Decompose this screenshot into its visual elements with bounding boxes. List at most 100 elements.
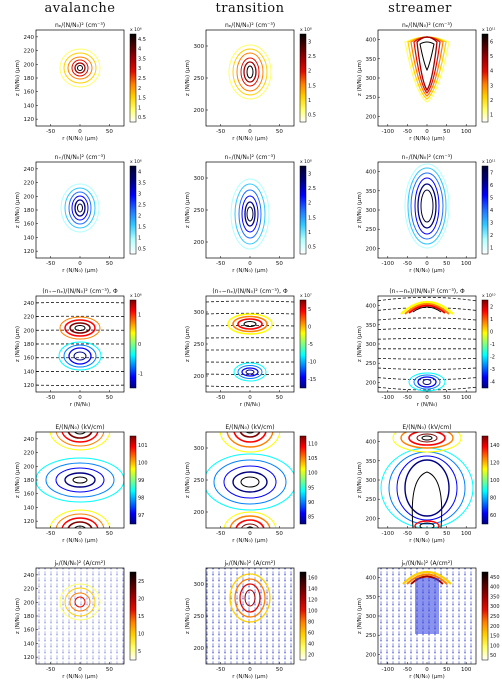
- x-tick-label: 100: [461, 261, 472, 267]
- avalanche-rho-pos-contour-2: [69, 322, 91, 334]
- y-tick-label: 160: [24, 492, 35, 498]
- colorbar-tick-label: 3: [308, 171, 311, 177]
- colorbar-tick-label: 0: [308, 324, 311, 330]
- y-tick-label: 200: [194, 510, 205, 516]
- transition-rho-pos-contour-0: [227, 313, 273, 335]
- streamer-je-contour-2: [410, 575, 444, 585]
- transition-np-contour-5: [246, 206, 254, 222]
- streamer-E-top-contour-3: [416, 433, 438, 443]
- y-axis-label: z (N/N₀) (μm): [185, 192, 191, 228]
- y-tick-label: 250: [194, 342, 205, 348]
- colorbar-tick-label: 1: [138, 236, 141, 242]
- x-tick-label: 0: [248, 129, 252, 135]
- colorbar-exponent: x 10⁶: [130, 293, 142, 299]
- streamer-np-contour-2: [410, 172, 444, 240]
- avalanche-E-mid-contour-2: [55, 467, 105, 493]
- panel-title: n₊/(N/N₀)² (cm⁻³): [225, 154, 276, 161]
- colorbar-tick-label: -15: [308, 377, 316, 383]
- streamer-E-top-contour-0: [392, 432, 462, 453]
- plot-contours: [60, 183, 100, 233]
- streamer-je-channel-current: [415, 578, 439, 634]
- colorbar-tick-label: -10: [308, 360, 316, 366]
- avalanche-np-contour-4: [74, 199, 86, 217]
- colorbar-tick-label: 60: [308, 631, 314, 637]
- colorbar-tick-label: -2: [490, 355, 495, 361]
- colorbar-tick-label: 40: [308, 642, 314, 648]
- colorbar: [481, 299, 489, 389]
- colorbar-tick-label: 200: [490, 624, 500, 630]
- transition-E-bot-contour-0: [223, 511, 277, 528]
- colorbar-tick-label: 80: [490, 496, 496, 502]
- x-tick-label: -100: [382, 395, 395, 401]
- y-tick-label: 400: [366, 170, 377, 176]
- y-tick-label: 140: [24, 369, 35, 375]
- plot-area: [378, 296, 476, 392]
- colorbar-tick-label: 1.5: [308, 215, 316, 221]
- x-axis-label: r (N/N₀) (μm): [62, 538, 97, 544]
- colorbar-tick-label: 6: [490, 183, 493, 189]
- transition-E-top-contour-0: [219, 432, 281, 453]
- y-tick-label: 200: [24, 600, 35, 606]
- y-tick-label: 200: [194, 108, 205, 114]
- colorbar-tick-label: 0.5: [308, 245, 316, 251]
- y-tick-label: 200: [366, 652, 377, 658]
- x-tick-label: -50: [403, 261, 412, 267]
- x-tick-label: -50: [403, 667, 412, 673]
- avalanche-ne-contour-2: [67, 56, 93, 80]
- colorbar-tick-label: 4: [490, 208, 493, 214]
- streamer-E-bot-contour-1: [419, 522, 435, 528]
- streamer-np-contour-1: [407, 167, 447, 245]
- y-tick-label: 140: [24, 505, 35, 511]
- y-tick-label: 220: [24, 587, 35, 593]
- transition-E-bot-contour-2: [235, 519, 265, 528]
- transition-E-top-contour-3: [239, 432, 261, 438]
- y-tick-label: 200: [194, 240, 205, 246]
- y-tick-label: 250: [194, 478, 205, 484]
- avalanche-E-mid-contour-1: [45, 462, 115, 498]
- avalanche-rho-neg-contour-2: [68, 347, 92, 365]
- colorbar-tick-label: -4: [490, 380, 495, 386]
- y-tick-label: 300: [366, 342, 377, 348]
- y-tick-label: 140: [24, 641, 35, 647]
- column-title-avalanche: avalanche: [45, 1, 116, 16]
- colorbar-tick-label: 0.5: [138, 247, 146, 253]
- y-tick-label: 200: [366, 246, 377, 252]
- x-axis-label: r (N/N₀) (μm): [62, 136, 97, 142]
- x-tick-label: -50: [403, 129, 412, 135]
- y-tick-label: 300: [194, 44, 205, 50]
- colorbar-tick-label: 4: [138, 170, 141, 176]
- colorbar-tick-label: -5: [308, 342, 313, 348]
- panel-title: jₑ/(N/N₀)² (A/cm²): [401, 560, 453, 567]
- avalanche-ne-contour-5: [77, 65, 83, 71]
- x-axis-label: r (N/N₀): [417, 402, 438, 408]
- x-tick-label: 50: [443, 667, 450, 673]
- colorbar: [299, 571, 307, 661]
- panel-avalanche-je: jₑ/(N/N₀)² (A/cm²) -50 0 50 r (N/N₀) (μm) 240…: [15, 560, 144, 680]
- colorbar-tick-label: 20: [308, 653, 314, 659]
- x-axis-label: r (N/N₀) (μm): [409, 674, 444, 680]
- transition-ne-contour-0: [228, 44, 272, 100]
- x-tick-label: 0: [425, 261, 429, 267]
- colorbar-exponent: x 10¹⁰: [482, 293, 496, 299]
- colorbar-tick-label: 5: [138, 649, 141, 655]
- panel-title: (n₊−nₑ)/(N/N₀)² (cm⁻³), Φ: [389, 288, 465, 295]
- colorbar-tick-label: 100: [308, 609, 318, 615]
- x-tick-label: -100: [382, 667, 395, 673]
- x-tick-label: 50: [106, 261, 113, 267]
- panel-title: (n₊−nₑ)/(N/N₀)² (cm⁻³), Φ: [212, 288, 288, 295]
- colorbar-tick-label: 110: [308, 441, 318, 447]
- panel-title: nₑ/(N/N₀)² (cm⁻³): [402, 22, 452, 29]
- streamer-je-contour-0: [402, 570, 452, 585]
- y-tick-label: 200: [366, 516, 377, 522]
- x-tick-label: 0: [248, 667, 252, 673]
- x-axis-label: r (N/N₀) (μm): [62, 268, 97, 274]
- y-tick-label: 400: [366, 304, 377, 310]
- panel-avalanche-ne: nₑ/(N/N₀)² (cm⁻³) -50 0 50 r (N/N₀) (μm) 240 2…: [15, 22, 146, 142]
- transition-je-quiver-field: [206, 568, 294, 664]
- panel-title: n₊/(N/N₀)² (cm⁻³): [402, 154, 453, 161]
- colorbar: [129, 571, 137, 661]
- panel-title: (n₊−nₑ)/(N/N₀)² (cm⁻³), Φ: [42, 288, 118, 295]
- colorbar-tick-label: 2.5: [308, 54, 316, 60]
- colorbar-tick-label: 100: [490, 478, 500, 484]
- colorbar-tick-label: 300: [490, 604, 500, 610]
